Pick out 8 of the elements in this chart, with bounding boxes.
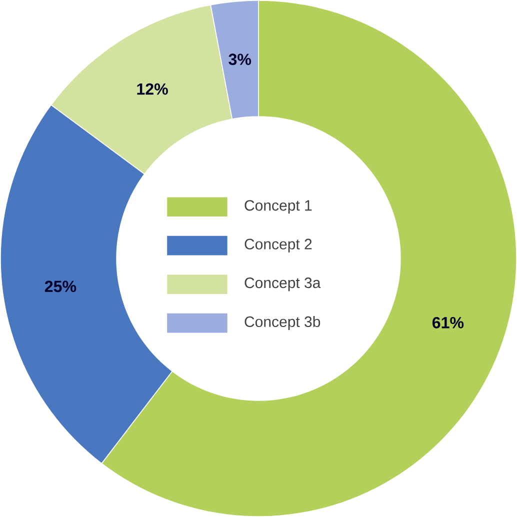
legend-label: Concept 3a <box>244 278 321 292</box>
data-label: 61% <box>432 316 464 328</box>
data-label: 25% <box>44 280 76 292</box>
data-label: 12% <box>137 83 168 95</box>
legend-label: Concept 2 <box>244 238 312 252</box>
legend-label: Concept 1 <box>244 200 312 214</box>
data-label: 3% <box>228 54 252 66</box>
legend-label: Concept 3b <box>244 316 320 330</box>
